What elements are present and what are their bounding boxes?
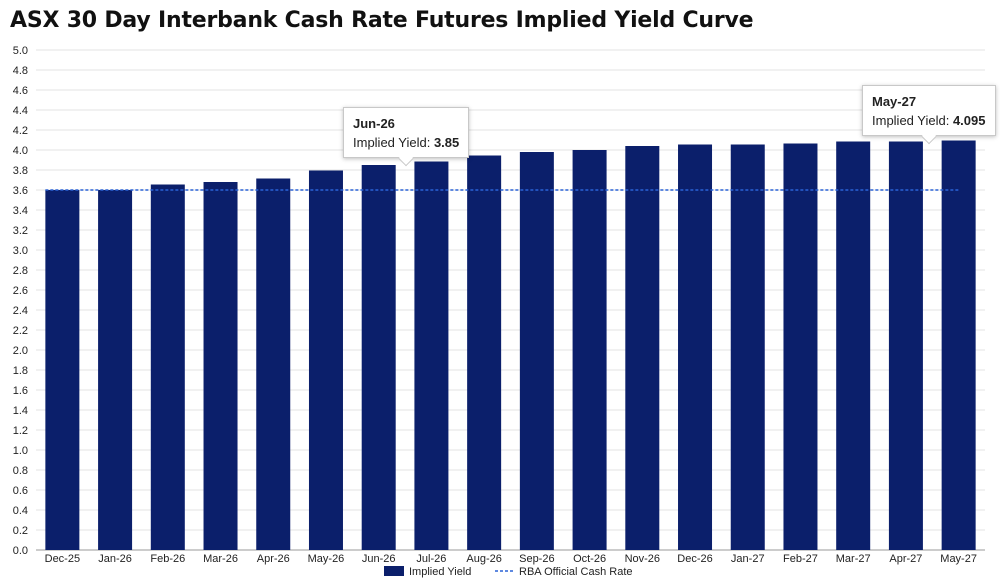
x-tick-label: Feb-27 — [783, 553, 818, 565]
y-tick-label: 0.4 — [13, 505, 28, 517]
y-tick-label: 1.8 — [13, 365, 28, 377]
bar-may-26[interactable] — [308, 170, 343, 551]
y-tick-label: 0.8 — [13, 465, 28, 477]
x-tick-label: May-27 — [940, 553, 977, 565]
x-axis: Dec-25 Jan-26 Feb-26 Mar-26 Apr-26 May-26 Jun-… — [45, 553, 977, 565]
bar-aug-26[interactable] — [467, 155, 502, 551]
bars — [45, 140, 976, 551]
x-tick-label: Feb-26 — [150, 553, 185, 565]
y-tick-label: 4.6 — [13, 85, 28, 97]
x-tick-label: Mar-26 — [203, 553, 238, 565]
y-tick-label: 0.6 — [13, 485, 28, 497]
y-tick-label: 2.0 — [13, 345, 28, 357]
y-tick-label: 4.2 — [13, 125, 28, 137]
x-tick-label: Jan-26 — [98, 553, 132, 565]
gridlines — [36, 49, 985, 551]
bar-sep-26[interactable] — [519, 152, 554, 550]
tooltip-value: 4.095 — [952, 113, 986, 128]
x-tick-label: Jan-27 — [731, 553, 765, 565]
bar-jul-26[interactable] — [414, 161, 449, 551]
x-tick-label: Sep-26 — [519, 553, 554, 565]
y-tick-label: 0.0 — [13, 545, 28, 557]
chart-title: ASX 30 Day Interbank Cash Rate Futures I… — [10, 8, 754, 33]
x-tick-label: Apr-26 — [257, 553, 290, 565]
tooltip-may-27: May-27 Implied Yield: 4.095 — [862, 85, 996, 136]
x-tick-label: Oct-26 — [573, 553, 606, 565]
y-tick-label: 0.2 — [13, 525, 28, 537]
y-tick-label: 2.6 — [13, 285, 28, 297]
y-tick-label: 2.8 — [13, 265, 28, 277]
x-tick-label: Nov-26 — [625, 553, 660, 565]
bar-jan-27[interactable] — [730, 144, 765, 551]
tooltip-body: Implied Yield: 3.85 — [353, 133, 459, 152]
y-tick-label: 3.4 — [13, 205, 28, 217]
bar-jan-26[interactable] — [98, 190, 133, 550]
legend-label-implied-yield[interactable]: Implied Yield — [409, 566, 471, 578]
bar-apr-27[interactable] — [888, 141, 923, 551]
y-tick-label: 2.2 — [13, 325, 28, 337]
y-tick-label: 1.2 — [13, 425, 28, 437]
x-tick-label: Mar-27 — [836, 553, 871, 565]
y-tick-label: 4.0 — [13, 145, 28, 157]
y-tick-label: 3.0 — [13, 245, 28, 257]
tooltip-label: Implied Yield: — [353, 135, 431, 150]
bar-apr-26[interactable] — [256, 178, 291, 551]
x-tick-label: Jun-26 — [362, 553, 396, 565]
tooltip-label: Implied Yield: — [872, 113, 950, 128]
y-tick-label: 5.0 — [13, 45, 28, 57]
x-tick-label: Jul-26 — [416, 553, 446, 565]
legend: Implied Yield RBA Official Cash Rate — [384, 566, 633, 578]
y-tick-label: 4.8 — [13, 65, 28, 77]
y-tick-label: 1.4 — [13, 405, 28, 417]
y-tick-label: 3.2 — [13, 225, 28, 237]
bar-mar-27[interactable] — [836, 141, 871, 551]
bar-may-27[interactable] — [941, 140, 976, 551]
bar-feb-26[interactable] — [150, 184, 185, 551]
y-axis: 0.0 0.2 0.4 0.6 0.8 1.0 1.2 1.4 1.6 1.8 2.0 2.2 2.4 2… — [13, 45, 28, 557]
x-tick-label: Dec-26 — [677, 553, 712, 565]
tooltip-jun-26: Jun-26 Implied Yield: 3.85 — [343, 107, 470, 158]
y-tick-label: 4.4 — [13, 105, 28, 117]
x-tick-label: Aug-26 — [466, 553, 501, 565]
x-tick-label: Apr-27 — [889, 553, 922, 565]
x-tick-label: May-26 — [308, 553, 345, 565]
x-tick-label: Dec-25 — [45, 553, 80, 565]
tooltip-category: Jun-26 — [353, 116, 395, 131]
bar-feb-27[interactable] — [783, 143, 818, 551]
legend-swatch-implied-yield[interactable] — [384, 566, 404, 576]
bar-oct-26[interactable] — [572, 150, 607, 550]
y-tick-label: 2.4 — [13, 305, 28, 317]
bar-dec-25[interactable] — [45, 190, 80, 550]
bar-nov-26[interactable] — [625, 146, 660, 550]
bar-dec-26[interactable] — [678, 144, 713, 551]
y-tick-label: 3.8 — [13, 165, 28, 177]
y-tick-label: 1.6 — [13, 385, 28, 397]
tooltip-body: Implied Yield: 4.095 — [872, 111, 986, 130]
bar-mar-26[interactable] — [203, 182, 238, 550]
tooltip-category: May-27 — [872, 94, 917, 109]
tooltip-value: 3.85 — [433, 135, 460, 150]
bar-jun-26[interactable] — [361, 165, 396, 550]
legend-label-rba-cash-rate[interactable]: RBA Official Cash Rate — [519, 566, 633, 578]
y-tick-label: 3.6 — [13, 185, 28, 197]
y-tick-label: 1.0 — [13, 445, 28, 457]
